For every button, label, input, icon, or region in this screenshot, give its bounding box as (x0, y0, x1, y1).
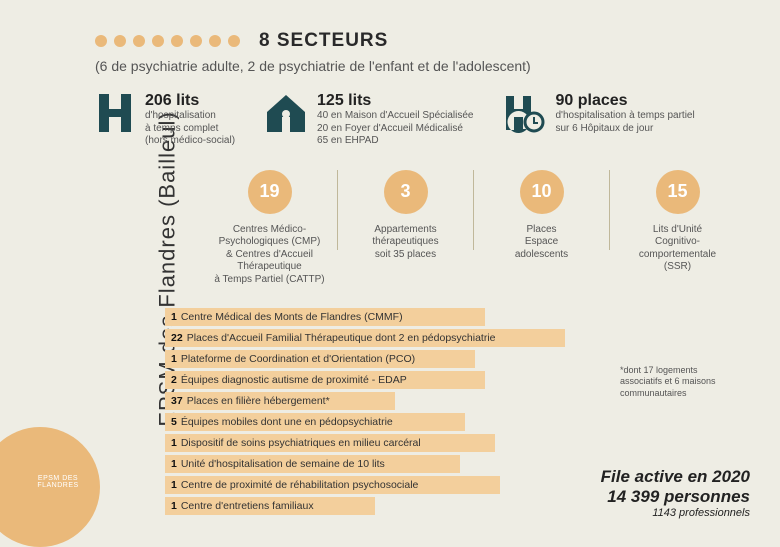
house-icon (265, 92, 307, 148)
dot-icon (190, 35, 202, 47)
stats-row: 206 lits d'hospitalisation à temps compl… (95, 92, 755, 148)
stat-desc: d'hospitalisation à temps complet (hors … (145, 110, 235, 148)
content-area: 8 SECTEURS (6 de psychiatrie adulte, 2 d… (95, 30, 755, 518)
circle-value: 3 (384, 170, 428, 214)
bar-item: 1 Centre de proximité de réhabilitation … (165, 476, 500, 494)
logo-text: EPSM DES FLANDRES (18, 475, 98, 489)
dot-icon (171, 35, 183, 47)
bar-item: 1 Dispositif de soins psychiatriques en … (165, 434, 495, 452)
file-active-block: File active en 2020 14 399 personnes 114… (601, 467, 750, 519)
dot-icon (95, 35, 107, 47)
circle-value: 19 (248, 170, 292, 214)
file-active-line2: 14 399 personnes (601, 487, 750, 507)
circle-stat: 19 Centres Médico-Psychologiques (CMP) & … (202, 170, 337, 287)
bar-item: 1 Centre Médical des Monts de Flandres (… (165, 308, 485, 326)
bar-item: 5 Équipes mobiles dont une en pédopsychi… (165, 413, 465, 431)
file-active-line3: 1143 professionnels (601, 507, 750, 519)
bar-item: 2 Équipes diagnostic autisme de proximit… (165, 371, 485, 389)
circle-label: Lits d'Unité Cognitivo- comportementale … (616, 224, 739, 274)
bar-item: 1 Unité d'hospitalisation de semaine de … (165, 455, 460, 473)
stat-clock: 90 places d'hospitalisation à temps part… (503, 92, 694, 148)
dot-icon (133, 35, 145, 47)
header-dots-row: 8 SECTEURS (95, 30, 755, 52)
letter-h-icon (95, 92, 135, 148)
bar-item: 1 Plateforme de Coordination et d'Orient… (165, 350, 475, 368)
circles-row: 19 Centres Médico-Psychologiques (CMP) & … (95, 170, 755, 287)
stat-title: 90 places (555, 92, 694, 110)
bar-item: 22 Places d'Accueil Familial Thérapeutiq… (165, 329, 565, 347)
circle-label: Places Espace adolescents (480, 224, 603, 262)
dot-icon (152, 35, 164, 47)
dot-icon (228, 35, 240, 47)
circle-value: 10 (520, 170, 564, 214)
circle-stat: 15 Lits d'Unité Cognitivo- comportemental… (610, 170, 745, 287)
footnote: *dont 17 logements associatifs et 6 mais… (620, 365, 740, 399)
header-title: 8 SECTEURS (259, 30, 388, 52)
dot-icon (114, 35, 126, 47)
circle-stat: 3 Appartements thérapeutiques soit 35 pla… (338, 170, 473, 287)
stat-hospital: 206 lits d'hospitalisation à temps compl… (95, 92, 235, 148)
circle-label: Centres Médico-Psychologiques (CMP) & Ce… (208, 224, 331, 287)
stat-house: 125 lits 40 en Maison d'Accueil Spéciali… (265, 92, 473, 148)
stat-desc: d'hospitalisation à temps partiel sur 6 … (555, 110, 694, 135)
stat-title: 206 lits (145, 92, 235, 110)
dot-icon (209, 35, 221, 47)
circle-value: 15 (656, 170, 700, 214)
file-active-line1: File active en 2020 (601, 467, 750, 487)
circle-stat: 10 Places Espace adolescents (474, 170, 609, 287)
bar-item: 1 Centre d'entretiens familiaux (165, 497, 375, 515)
header-subtitle: (6 de psychiatrie adulte, 2 de psychiatr… (95, 58, 755, 74)
stat-title: 125 lits (317, 92, 473, 110)
stat-desc: 40 en Maison d'Accueil Spécialisée 20 en… (317, 110, 473, 148)
circle-label: Appartements thérapeutiques soit 35 plac… (344, 224, 467, 262)
bar-item: 37 Places en filière hébergement* (165, 392, 395, 410)
h-clock-icon (503, 92, 545, 148)
